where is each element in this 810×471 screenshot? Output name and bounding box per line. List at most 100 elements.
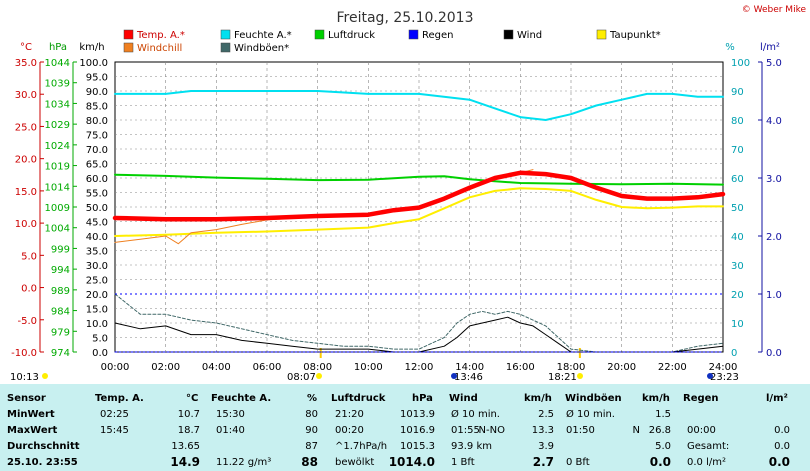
temp-tick: 35.0 [15, 58, 37, 69]
time-tick: 00:00 [101, 362, 130, 373]
event-marker-1 [316, 373, 322, 379]
event-time-3: 18:21 [548, 372, 577, 383]
stats-temp-time-1: 15:45 [100, 425, 129, 436]
legend-swatch-4 [503, 29, 514, 40]
wind-tick: 75.0 [86, 131, 108, 142]
wind-tick: 60.0 [86, 174, 108, 185]
event-time-2: 13:46 [454, 372, 483, 383]
legend-swatch-7 [220, 42, 231, 53]
time-tick: 02:00 [151, 362, 180, 373]
wind-tick: 100.0 [79, 58, 108, 69]
rain-tick: 3.0 [766, 174, 782, 185]
legend-label-1: Feuchte A.* [234, 30, 292, 41]
legend-label-4: Wind [517, 30, 542, 41]
time-tick: 22:00 [658, 362, 687, 373]
wind-tick: 65.0 [86, 160, 108, 171]
stats-header-temp-unit: °C [186, 393, 199, 404]
stats-rain-time-1: 00:00 [687, 425, 716, 436]
stats-wind-time-0: Ø 10 min. [451, 409, 500, 420]
stats-hum-val-0: 80 [305, 409, 318, 420]
stats-label-1: MaxWert [7, 425, 58, 436]
stats-press-val-0: 1013.9 [400, 409, 435, 420]
stats-press-val-2: 1015.3 [400, 441, 435, 452]
stats-header-rain-unit: l/m² [766, 393, 788, 404]
stats-label-3: 25.10. 23:55 [7, 457, 78, 468]
axis-unit-rain: l/m² [760, 42, 780, 53]
wind-tick: 90.0 [86, 87, 108, 98]
wind-tick: 40.0 [86, 232, 108, 243]
stats-header-press: Luftdruck [331, 393, 386, 404]
pressure-tick: 1024 [45, 141, 70, 152]
legend-label-2: Luftdruck [328, 30, 375, 41]
stats-temp-time-0: 02:25 [100, 409, 129, 420]
pressure-tick: 989 [51, 286, 70, 297]
stats-wind-time-1: 01:55 [451, 425, 480, 436]
wind-tick: 35.0 [86, 247, 108, 258]
humidity-tick: 20 [731, 290, 744, 301]
event-time-1: 08:07 [287, 372, 316, 383]
wind-tick: 55.0 [86, 189, 108, 200]
humidity-tick: 70 [731, 145, 744, 156]
stats-header-hum: Feuchte A. [211, 393, 272, 404]
stats-header-wind-unit: km/h [524, 393, 552, 404]
time-tick: 06:00 [253, 362, 282, 373]
stats-wind-time-2: 93.9 km [451, 441, 492, 452]
temp-tick: 25.0 [15, 122, 37, 133]
stats-hum-val-2: 87 [305, 441, 318, 452]
axis-unit-pressure: hPa [49, 42, 67, 53]
stats-rain-time-2: Gesamt: [687, 441, 730, 452]
series-line-taupunkt [114, 187, 724, 237]
weather-chart: Freitag, 25.10.2013 © Weber Mike Temp. A… [10, 5, 806, 383]
humidity-tick: 30 [731, 261, 744, 272]
wind-tick: 25.0 [86, 276, 108, 287]
wind-tick: 5.0 [92, 334, 108, 345]
temp-tick: 0.0 [21, 284, 37, 295]
stats-rain-val-2: 0.0 [774, 441, 790, 452]
event-marker-4 [707, 373, 713, 379]
stats-hum-val-1: 90 [305, 425, 318, 436]
legend-swatch-0 [123, 29, 134, 40]
legend-swatch-6 [123, 42, 134, 53]
axis-unit-temp: °C [20, 42, 32, 53]
stats-header-gust-unit: km/h [642, 393, 670, 404]
legend-swatch-2 [314, 29, 325, 40]
stats-wind-val-1: 13.3 [531, 425, 554, 436]
stats-hum-time-0: 15:30 [216, 409, 245, 420]
stats-label-0: MinWert [7, 409, 55, 420]
wind-tick: 50.0 [86, 203, 108, 214]
series-line-feuchte-a [114, 90, 724, 121]
temp-tick: 5.0 [21, 251, 37, 262]
legend-label-5: Taupunkt* [609, 30, 661, 41]
stats-press-time-3: bewölkt [335, 457, 375, 468]
rain-tick: 1.0 [766, 290, 782, 301]
rain-tick: 2.0 [766, 232, 782, 243]
event-time-4: 23:23 [710, 372, 739, 383]
humidity-tick: 60 [731, 174, 744, 185]
stats-wind-val-3: 2.7 [532, 455, 554, 469]
pressure-tick: 1009 [45, 203, 70, 214]
stats-gust-dir-1: N [632, 425, 640, 436]
pressure-tick: 994 [51, 265, 70, 276]
stats-temp-val-3: 14.9 [170, 455, 200, 469]
stats-temp-val-0: 10.7 [177, 409, 200, 420]
humidity-tick: 80 [731, 116, 744, 127]
humidity-tick: 100 [731, 58, 750, 69]
wind-tick: 45.0 [86, 218, 108, 229]
humidity-tick: 40 [731, 232, 744, 243]
stats-header-rain: Regen [683, 393, 719, 404]
rain-tick: 5.0 [766, 58, 782, 69]
temp-tick: 15.0 [15, 187, 37, 198]
pressure-tick: 974 [51, 348, 70, 359]
time-tick: 18:00 [557, 362, 586, 373]
wind-tick: 85.0 [86, 102, 108, 113]
legend-swatch-1 [220, 29, 231, 40]
time-tick: 16:00 [506, 362, 535, 373]
stats-press-val-3: 1014.0 [388, 455, 435, 469]
temp-tick: 10.0 [15, 219, 37, 230]
time-tick: 12:00 [405, 362, 434, 373]
legend-swatch-5 [596, 29, 607, 40]
event-marker-0 [42, 373, 48, 379]
temp-tick: -10.0 [11, 348, 37, 359]
chart-title: Freitag, 25.10.2013 [337, 10, 474, 26]
wind-tick: 30.0 [86, 261, 108, 272]
